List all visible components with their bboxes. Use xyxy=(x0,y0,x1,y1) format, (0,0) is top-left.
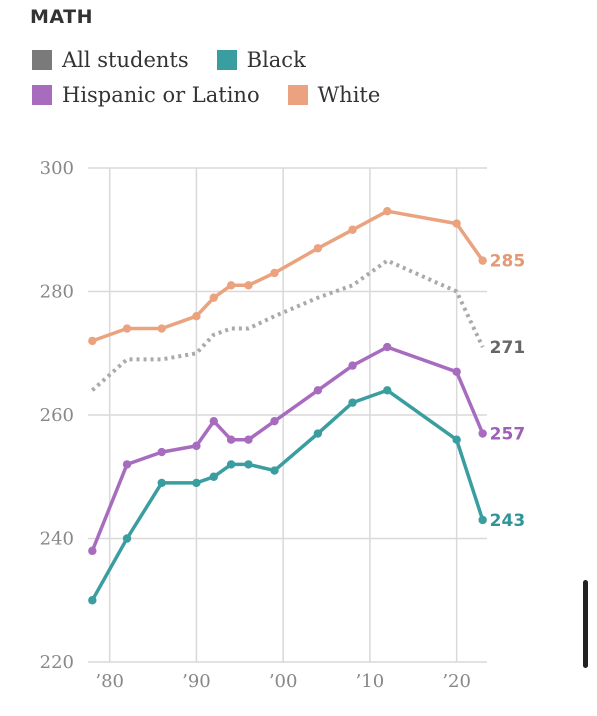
y-tick-label: 220 xyxy=(40,652,74,673)
data-point xyxy=(348,361,357,370)
data-point xyxy=(313,244,323,253)
data-point xyxy=(383,207,392,216)
data-point xyxy=(209,472,218,481)
x-tick-label: ’10 xyxy=(356,671,385,692)
data-point xyxy=(244,435,253,444)
legend-row: Hispanic or Latino White xyxy=(32,77,592,112)
series-line xyxy=(90,388,485,603)
data-point xyxy=(88,546,97,556)
data-point xyxy=(192,478,201,488)
y-tick-label: 300 xyxy=(40,158,74,179)
series-line xyxy=(90,345,485,553)
data-point xyxy=(478,256,487,265)
data-point xyxy=(244,281,253,290)
end-value-label: 285 xyxy=(490,252,526,272)
y-tick-label: 260 xyxy=(40,405,74,426)
legend-label: Black xyxy=(246,47,306,72)
legend-label: All students xyxy=(62,47,189,72)
data-point xyxy=(88,336,97,346)
data-point xyxy=(270,268,279,278)
data-point xyxy=(348,225,357,234)
legend-item-white: White xyxy=(287,82,381,107)
data-point xyxy=(157,324,166,333)
end-value-label: 271 xyxy=(490,338,526,358)
data-point xyxy=(157,447,166,457)
legend-swatch xyxy=(287,84,308,105)
data-point xyxy=(478,515,487,525)
data-point xyxy=(122,324,132,333)
data-point xyxy=(478,429,487,438)
data-point xyxy=(383,386,392,395)
data-point xyxy=(452,219,461,228)
legend-swatch xyxy=(32,49,52,70)
data-point xyxy=(270,416,279,426)
x-tick-label: ’90 xyxy=(182,671,211,692)
chart-title: MATH xyxy=(30,6,93,28)
data-point xyxy=(452,367,461,376)
legend-swatch xyxy=(216,49,237,70)
data-point xyxy=(313,386,323,395)
x-tick-label: ’20 xyxy=(442,671,471,692)
data-point xyxy=(209,416,218,426)
legend-item-hispanic: Hispanic or Latino xyxy=(32,83,260,107)
legend-swatch xyxy=(32,84,52,105)
data-point xyxy=(270,466,279,475)
data-point xyxy=(226,460,236,469)
x-tick-label: ’00 xyxy=(269,671,298,692)
x-tick-label: ’80 xyxy=(95,671,124,692)
data-point xyxy=(244,460,253,469)
scrollbar-thumb[interactable] xyxy=(583,580,588,668)
end-value-label: 257 xyxy=(490,425,526,445)
y-tick-label: 280 xyxy=(40,282,74,303)
data-point xyxy=(192,312,201,321)
data-point xyxy=(122,460,132,469)
data-point xyxy=(157,478,166,488)
data-point xyxy=(209,293,218,302)
legend-item-black: Black xyxy=(216,47,306,72)
legend-row: All students Black xyxy=(32,42,592,77)
data-point xyxy=(452,435,461,444)
end-value-label: 243 xyxy=(490,511,526,531)
data-point xyxy=(192,441,201,451)
data-point xyxy=(226,281,236,290)
data-point xyxy=(88,596,97,605)
legend: All students Black Hispanic or Latino Wh… xyxy=(32,42,592,112)
legend-label: White xyxy=(317,82,381,107)
data-point xyxy=(383,342,392,352)
data-point xyxy=(313,429,323,438)
series-line xyxy=(90,258,485,392)
legend-item-all-students: All students xyxy=(32,48,189,72)
data-point xyxy=(122,534,132,543)
y-tick-label: 240 xyxy=(40,529,74,550)
data-point xyxy=(226,435,236,444)
data-point xyxy=(348,398,357,407)
legend-label: Hispanic or Latino xyxy=(62,82,260,107)
